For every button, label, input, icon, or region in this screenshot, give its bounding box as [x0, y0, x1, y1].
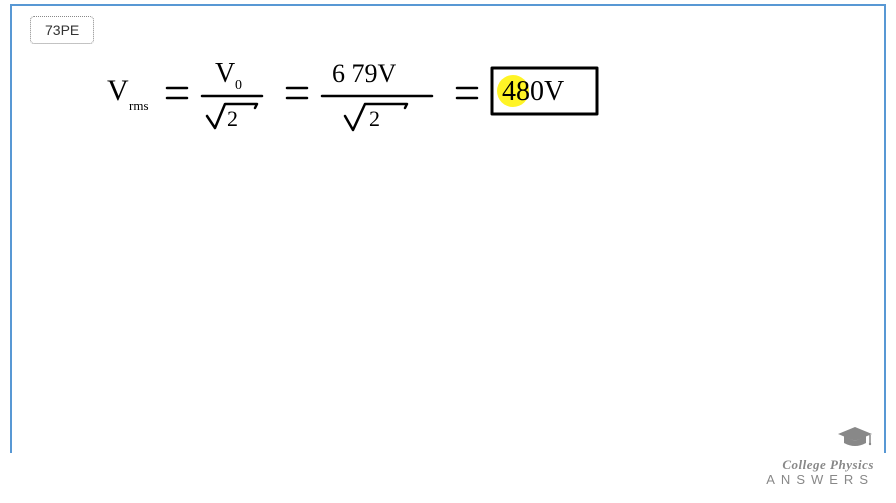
- content-frame: 73PE V rms V 0 2 6 79V 2 480V: [10, 4, 886, 453]
- result-text: 480V: [502, 76, 564, 107]
- equation-svg: V rms V 0 2 6 79V 2 480V: [107, 56, 727, 146]
- frac2-radicand: 2: [369, 106, 380, 131]
- problem-label: 73PE: [45, 22, 79, 38]
- graduation-cap-icon: [836, 425, 874, 449]
- lhs-sub: rms: [129, 98, 149, 113]
- lhs-v: V: [107, 74, 129, 107]
- brand-line-1: College Physics: [766, 457, 874, 473]
- equals-1: [167, 88, 187, 98]
- problem-badge: 73PE: [30, 16, 94, 44]
- equals-3: [457, 88, 477, 98]
- brand-logo: College Physics ANSWERS: [766, 425, 874, 487]
- frac1-num-v: V: [215, 58, 235, 89]
- brand-line-2: ANSWERS: [766, 472, 874, 487]
- frac2-num: 6 79V: [332, 59, 397, 88]
- frac1-num-sub: 0: [235, 78, 242, 93]
- frac1-radicand: 2: [227, 106, 238, 131]
- equals-2: [287, 88, 307, 98]
